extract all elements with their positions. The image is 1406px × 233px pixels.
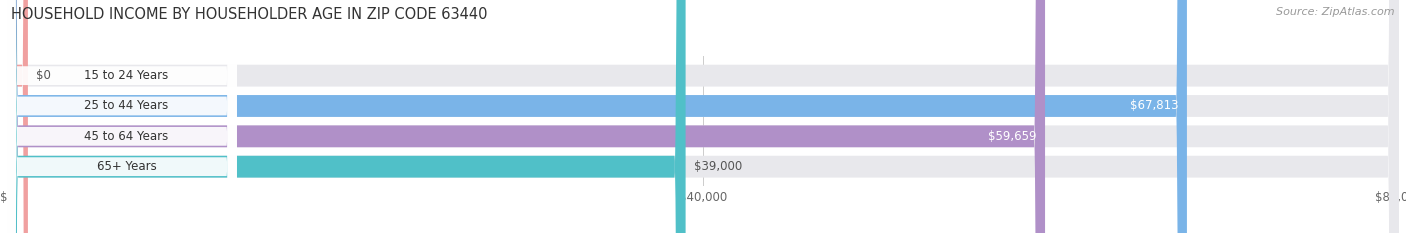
Text: 15 to 24 Years: 15 to 24 Years <box>84 69 169 82</box>
Text: 65+ Years: 65+ Years <box>97 160 156 173</box>
FancyBboxPatch shape <box>7 0 1399 233</box>
FancyBboxPatch shape <box>7 0 236 233</box>
Text: $39,000: $39,000 <box>695 160 742 173</box>
FancyBboxPatch shape <box>7 0 1399 233</box>
Text: 45 to 64 Years: 45 to 64 Years <box>84 130 169 143</box>
FancyBboxPatch shape <box>7 0 236 233</box>
FancyBboxPatch shape <box>7 0 1045 233</box>
FancyBboxPatch shape <box>7 0 686 233</box>
Text: HOUSEHOLD INCOME BY HOUSEHOLDER AGE IN ZIP CODE 63440: HOUSEHOLD INCOME BY HOUSEHOLDER AGE IN Z… <box>11 7 488 22</box>
Text: 25 to 44 Years: 25 to 44 Years <box>84 99 169 113</box>
FancyBboxPatch shape <box>7 0 1399 233</box>
FancyBboxPatch shape <box>7 0 28 233</box>
FancyBboxPatch shape <box>7 0 1187 233</box>
Text: Source: ZipAtlas.com: Source: ZipAtlas.com <box>1277 7 1395 17</box>
Text: $0: $0 <box>37 69 51 82</box>
FancyBboxPatch shape <box>7 0 236 233</box>
FancyBboxPatch shape <box>7 0 236 233</box>
Text: $67,813: $67,813 <box>1130 99 1178 113</box>
FancyBboxPatch shape <box>7 0 1399 233</box>
Text: $59,659: $59,659 <box>988 130 1036 143</box>
